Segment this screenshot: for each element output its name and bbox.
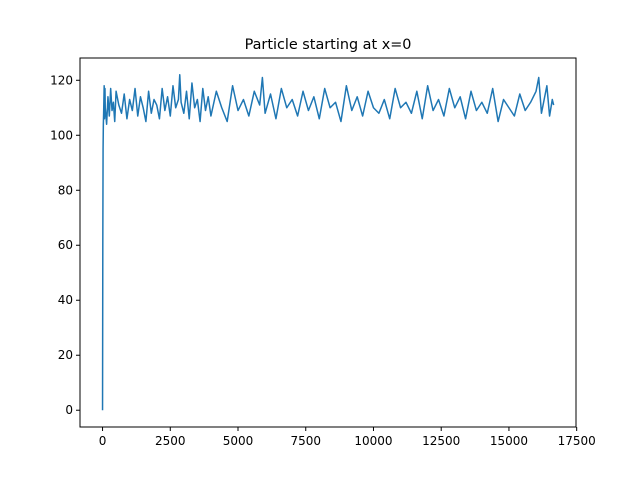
y-tick-label: 80	[58, 183, 73, 197]
y-tick-label: 60	[58, 238, 73, 252]
x-tick-label: 7500	[290, 434, 321, 448]
y-tick-label: 120	[50, 73, 73, 87]
x-tick-label: 17500	[558, 434, 596, 448]
axes: 0 2500 5000 7500 10000 12500 15000 17500 0 20 40 60…	[50, 57, 596, 448]
y-tick-label: 0	[65, 403, 73, 417]
y-tick-label: 40	[58, 293, 73, 307]
x-tick-label: 0	[99, 434, 107, 448]
x-tick-label: 12500	[422, 434, 460, 448]
y-tick-label: 100	[50, 128, 73, 142]
y-tick-label: 20	[58, 348, 73, 362]
x-tick-label: 10000	[354, 434, 392, 448]
x-tick-label: 5000	[223, 434, 254, 448]
plot-area	[101, 74, 555, 411]
x-tick-label: 15000	[490, 434, 528, 448]
series-line-0	[101, 74, 555, 411]
x-tick-label: 2500	[155, 434, 186, 448]
axes-frame	[79, 57, 577, 428]
chart-title: Particle starting at x=0	[245, 37, 412, 53]
